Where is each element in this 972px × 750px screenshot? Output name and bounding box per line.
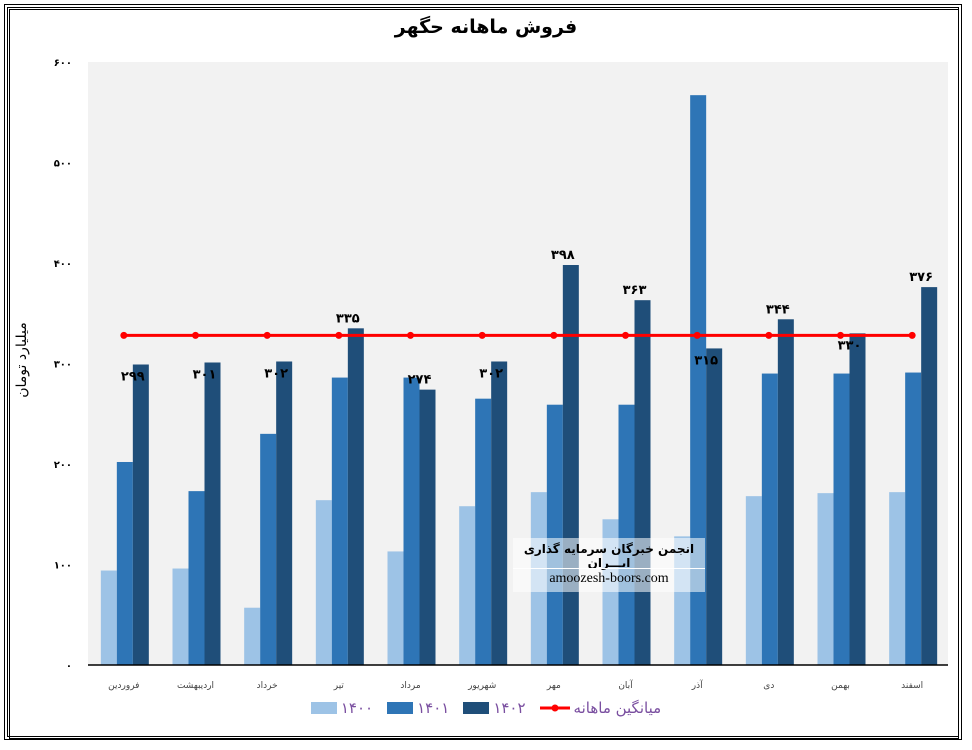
y-tick-label: ۳۰۰ — [54, 360, 72, 371]
legend: ۱۴۰۰ ۱۴۰۱ ۱۴۰۲ میانگین ماهانه — [0, 699, 972, 717]
bar-۱۴۰۱ — [116, 461, 133, 665]
bar-۱۴۰۲ — [634, 300, 651, 665]
y-tick-label: ۶۰۰ — [54, 58, 72, 69]
bar-۱۴۰۱ — [905, 372, 922, 665]
data-label: ۳۱۵ — [694, 353, 718, 368]
x-tick-label: دی — [763, 681, 774, 691]
average-point — [120, 331, 128, 339]
data-label: ۳۷۶ — [909, 270, 933, 285]
x-tick-label: فروردین — [108, 681, 139, 691]
data-label: ۳۳۵ — [336, 311, 360, 326]
x-tick-label: مهر — [546, 681, 561, 691]
legend-swatch — [463, 702, 490, 714]
average-point — [622, 331, 629, 339]
bar-۱۴۰۰ — [315, 500, 332, 665]
average-point — [550, 331, 558, 339]
bar-۱۴۰۰ — [100, 570, 117, 665]
chart-title: فروش ماهانه حگهر — [394, 16, 578, 38]
legend-swatch — [387, 702, 414, 714]
x-tick-label: تیر — [333, 681, 345, 691]
data-label: ۳۰۲ — [264, 366, 288, 381]
average-point — [908, 331, 916, 339]
bar-۱۴۰۲ — [777, 319, 794, 665]
y-tick-label: ۵۰۰ — [54, 159, 72, 170]
watermark: انجمن خبرگان سرمایه گذاری ایـــران amooz… — [513, 538, 705, 592]
bar-۱۴۰۰ — [889, 492, 906, 665]
average-point — [693, 331, 701, 339]
x-tick-label: اسفند — [901, 681, 923, 691]
bar-۱۴۰۱ — [546, 404, 563, 665]
average-point — [335, 331, 343, 339]
x-tick-label: اردیبهشت — [177, 681, 214, 691]
bar-۱۴۰۲ — [491, 361, 508, 665]
average-point — [407, 331, 414, 339]
bar-۱۴۰۲ — [849, 333, 866, 665]
bar-۱۴۰۰ — [745, 496, 762, 665]
legend-item: میانگین ماهانه — [539, 699, 662, 717]
x-tick-label: آبان — [618, 679, 633, 691]
data-label: ۲۷۴ — [408, 373, 432, 388]
legend-label: ۱۴۰۲ — [493, 699, 526, 717]
bar-۱۴۰۲ — [276, 361, 293, 665]
bar-۱۴۰۱ — [260, 433, 277, 665]
data-label: ۳۴۴ — [766, 302, 790, 317]
bar-۱۴۰۲ — [419, 389, 436, 665]
bar-۱۴۰۰ — [459, 506, 476, 665]
legend-swatch — [310, 702, 337, 714]
average-point — [263, 331, 271, 339]
bar-۱۴۰۲ — [706, 348, 723, 665]
x-tick-label: خرداد — [257, 681, 278, 691]
bar-۱۴۰۱ — [188, 491, 205, 665]
bar-۱۴۰۰ — [387, 551, 404, 665]
average-point — [837, 331, 844, 339]
data-label: ۳۳۰ — [838, 338, 862, 353]
bar-۱۴۰۱ — [618, 404, 635, 665]
average-point — [478, 331, 486, 339]
legend-item: ۱۴۰۱ — [387, 699, 449, 717]
legend-label: ۱۴۰۱ — [417, 699, 450, 717]
x-tick-label: شهریور — [467, 681, 496, 691]
y-tick-label: ۰ — [66, 661, 72, 672]
average-point — [192, 331, 199, 339]
bar-۱۴۰۲ — [204, 362, 221, 665]
data-label: ۳۰۱ — [193, 367, 217, 382]
bar-۱۴۰۲ — [347, 328, 364, 665]
data-label: ۲۹۹ — [121, 370, 145, 385]
x-tick-label: مرداد — [400, 681, 420, 691]
watermark-line2: amoozesh-boors.com — [513, 568, 705, 587]
legend-line-marker — [539, 704, 570, 712]
x-tick-label: بهمن — [831, 681, 850, 691]
legend-item: ۱۴۰۰ — [310, 699, 374, 717]
data-label: ۳۶۳ — [623, 283, 647, 298]
bar-۱۴۰۱ — [403, 377, 420, 665]
watermark-line1: انجمن خبرگان سرمایه گذاری ایـــران — [523, 542, 695, 570]
bar-۱۴۰۲ — [921, 287, 938, 665]
y-tick-label: ۱۰۰ — [54, 561, 72, 572]
data-label: ۳۰۲ — [479, 366, 503, 381]
y-tick-label: ۴۰۰ — [54, 259, 72, 270]
bar-۱۴۰۰ — [172, 568, 189, 665]
average-point — [765, 331, 773, 339]
bar-۱۴۰۱ — [833, 373, 850, 665]
y-tick-label: ۲۰۰ — [54, 460, 72, 471]
inner-frame — [9, 9, 959, 739]
bar-۱۴۰۱ — [761, 373, 778, 665]
legend-label: ۱۴۰۰ — [340, 699, 374, 717]
legend-label: میانگین ماهانه — [573, 699, 662, 717]
bar-۱۴۰۲ — [562, 265, 579, 665]
legend-item: ۱۴۰۲ — [463, 699, 526, 717]
bar-۱۴۰۱ — [331, 377, 348, 665]
bar-۱۴۰۰ — [817, 493, 834, 665]
bar-۱۴۰۰ — [244, 607, 261, 665]
x-tick-label: آذر — [691, 679, 703, 691]
data-label: ۳۹۸ — [551, 248, 575, 263]
bar-۱۴۰۲ — [132, 364, 149, 665]
bar-۱۴۰۱ — [475, 398, 492, 665]
bar-۱۴۰۱ — [690, 95, 707, 666]
